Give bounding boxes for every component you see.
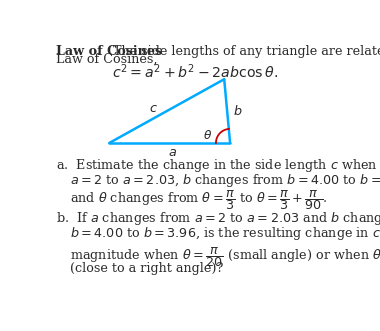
Text: Law of Cosines,: Law of Cosines, (56, 52, 158, 66)
Text: $c$: $c$ (149, 102, 158, 115)
Text: magnitude when $\theta = \dfrac{\pi}{20}$ (small angle) or when $\theta = \dfrac: magnitude when $\theta = \dfrac{\pi}{20}… (70, 243, 380, 268)
Text: $\theta$: $\theta$ (203, 129, 212, 142)
Text: $c^2 = a^2 + b^2 - 2ab\cos\theta.$: $c^2 = a^2 + b^2 - 2ab\cos\theta.$ (112, 63, 278, 81)
Text: $b = 4.00$ to $b = 3.96$, is the resulting change in $c$ greater in: $b = 4.00$ to $b = 3.96$, is the resulti… (70, 225, 380, 242)
Text: Law of Cosines: Law of Cosines (56, 45, 163, 58)
Text: (close to a right angle)?: (close to a right angle)? (70, 262, 223, 275)
Text: $a = 2$ to $a = 2.03$, $b$ changes from $b = 4.00$ to $b = 3.96$,: $a = 2$ to $a = 2.03$, $b$ changes from … (70, 172, 380, 189)
Text: a.  Estimate the change in the side length $c$ when $a$ changes from: a. Estimate the change in the side lengt… (56, 157, 380, 174)
Text: $a$: $a$ (168, 146, 177, 159)
Text: and $\theta$ changes from $\theta = \dfrac{\pi}{3}$ to $\theta = \dfrac{\pi}{3} : and $\theta$ changes from $\theta = \dfr… (70, 188, 327, 212)
Text: $b$: $b$ (233, 104, 242, 118)
Text: The side lengths of any triangle are related by the: The side lengths of any triangle are rel… (113, 45, 380, 58)
Text: b.  If $a$ changes from $a = 2$ to $a = 2.03$ and $b$ changes from: b. If $a$ changes from $a = 2$ to $a = 2… (56, 210, 380, 227)
